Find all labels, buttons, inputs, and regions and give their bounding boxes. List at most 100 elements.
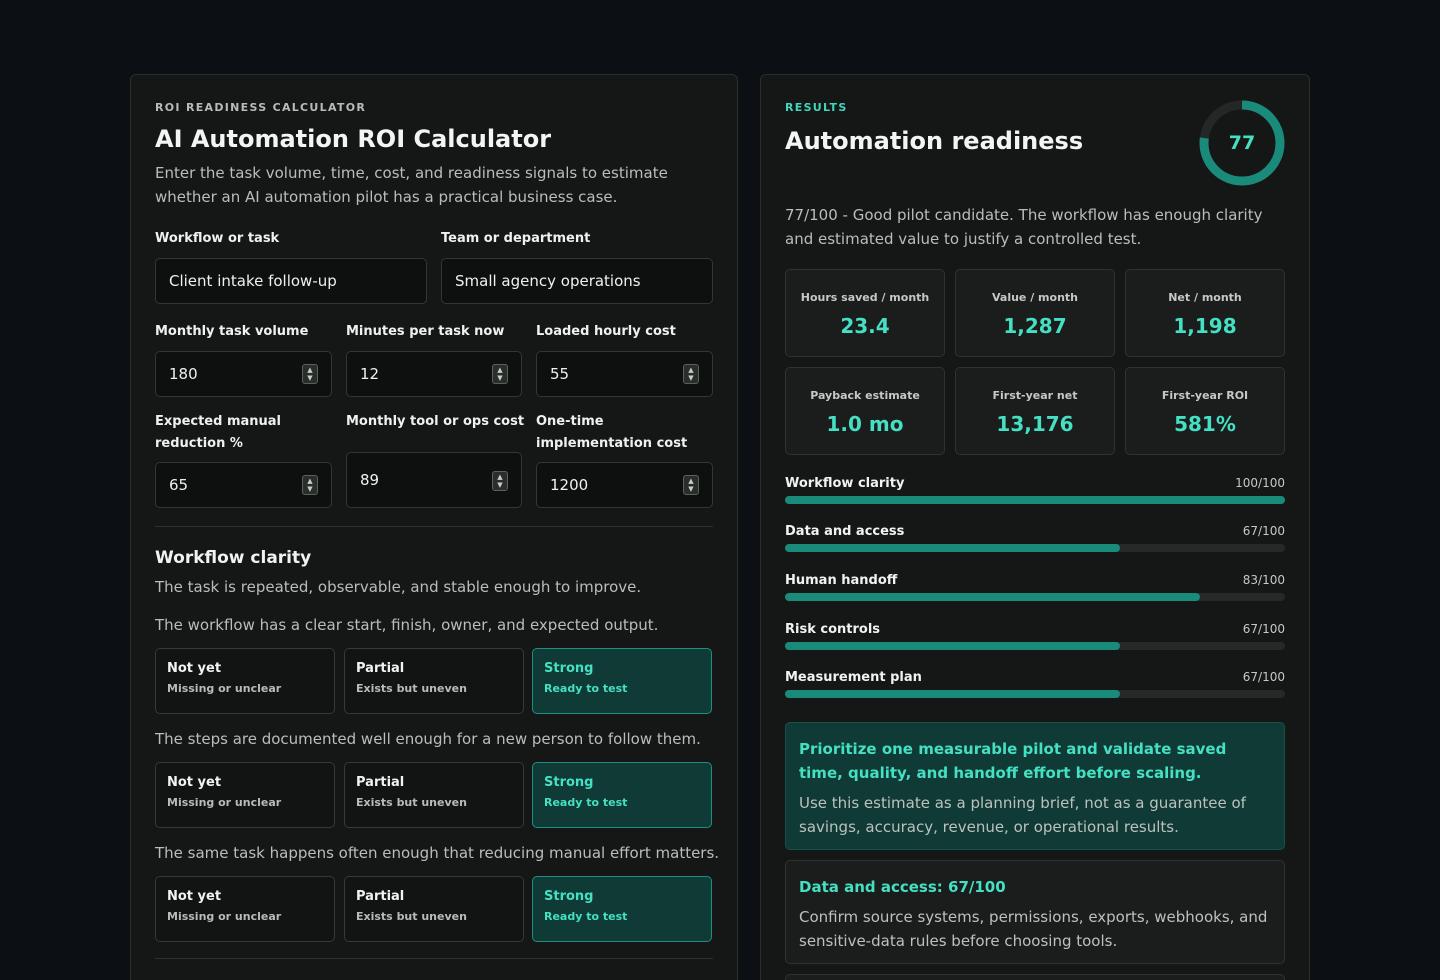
option-partial[interactable]: Partial Exists but uneven bbox=[344, 876, 524, 942]
results-eyebrow: RESULTS bbox=[785, 101, 848, 114]
gap-title: Data and access: 67/100 bbox=[799, 878, 1006, 896]
option-strong[interactable]: Strong Ready to test bbox=[532, 876, 712, 942]
volume-input[interactable]: 180 ▲ ▼ bbox=[155, 351, 332, 397]
metric-net-month: Net / month 1,198 bbox=[1125, 269, 1285, 357]
metric-hours-saved: Hours saved / month 23.4 bbox=[785, 269, 945, 357]
score-row-human-handoff: Human handoff 83/100 bbox=[785, 573, 1285, 601]
stepper-icon[interactable]: ▲ ▼ bbox=[683, 364, 699, 384]
divider bbox=[155, 958, 713, 959]
recommendation-body: Use this estimate as a planning brief, n… bbox=[799, 794, 1246, 836]
toolcost-input[interactable]: 89 ▲ ▼ bbox=[346, 452, 522, 508]
metric-first-year-net: First-year net 13,176 bbox=[955, 367, 1115, 455]
metric-label: Hours saved / month bbox=[800, 291, 930, 304]
volume-label: Monthly task volume bbox=[155, 324, 309, 339]
metric-first-year-roi: First-year ROI 581% bbox=[1125, 367, 1285, 455]
option-subtitle: Ready to test bbox=[544, 910, 628, 923]
option-title: Strong bbox=[544, 889, 594, 904]
minutes-input[interactable]: 12 ▲ ▼ bbox=[346, 351, 522, 397]
metric-value: 1,198 bbox=[1173, 314, 1237, 338]
score-label: Human handoff bbox=[785, 573, 898, 588]
option-title: Strong bbox=[544, 775, 594, 790]
calculator-eyebrow: ROI READINESS CALCULATOR bbox=[155, 101, 367, 114]
onetime-input[interactable]: 1200 ▲ ▼ bbox=[536, 462, 713, 508]
score-track bbox=[785, 544, 1285, 552]
metric-value: 1,287 bbox=[1003, 314, 1067, 338]
minutes-label: Minutes per task now bbox=[346, 324, 505, 339]
next-callout bbox=[785, 974, 1285, 980]
option-partial[interactable]: Partial Exists but uneven bbox=[344, 762, 524, 828]
onetime-input-value: 1200 bbox=[550, 476, 589, 494]
score-row-risk-controls: Risk controls 67/100 bbox=[785, 622, 1285, 650]
team-label: Team or department bbox=[441, 231, 591, 246]
option-strong[interactable]: Strong Ready to test bbox=[532, 648, 712, 714]
score-ring-arc bbox=[1199, 100, 1285, 186]
toolcost-label: Monthly tool or ops cost bbox=[346, 414, 525, 429]
score-ring: 77 bbox=[1198, 99, 1286, 187]
option-subtitle: Missing or unclear bbox=[167, 682, 282, 695]
toolcost-input-value: 89 bbox=[360, 471, 380, 489]
section-title: Workflow clarity bbox=[155, 548, 312, 568]
team-input[interactable]: Small agency operations bbox=[441, 258, 713, 304]
hourly-input-value: 55 bbox=[550, 365, 570, 383]
option-not-yet[interactable]: Not yet Missing or unclear bbox=[155, 762, 335, 828]
option-not-yet[interactable]: Not yet Missing or unclear bbox=[155, 648, 335, 714]
score-track bbox=[785, 593, 1285, 601]
option-title: Partial bbox=[356, 775, 405, 790]
reduction-input[interactable]: 65 ▲ ▼ bbox=[155, 462, 332, 508]
option-title: Strong bbox=[544, 661, 594, 676]
option-title: Not yet bbox=[167, 775, 222, 790]
stepper-icon[interactable]: ▲ ▼ bbox=[492, 471, 508, 491]
onetime-label: One-time implementation cost bbox=[536, 414, 688, 451]
score-value: 77 bbox=[1228, 132, 1256, 154]
workflow-input-value: Client intake follow-up bbox=[169, 272, 337, 290]
stepper-icon[interactable]: ▲ ▼ bbox=[302, 475, 318, 495]
hourly-input[interactable]: 55 ▲ ▼ bbox=[536, 351, 713, 397]
score-row-measurement-plan: Measurement plan 67/100 bbox=[785, 670, 1285, 698]
team-input-value: Small agency operations bbox=[455, 272, 641, 290]
stepper-icon[interactable]: ▲ ▼ bbox=[492, 364, 508, 384]
reduction-input-value: 65 bbox=[169, 476, 189, 494]
stepper-icon[interactable]: ▲ ▼ bbox=[302, 364, 318, 384]
option-subtitle: Exists but uneven bbox=[356, 910, 467, 923]
score-display: 100/100 bbox=[1235, 476, 1285, 490]
metric-payback: Payback estimate 1.0 mo bbox=[785, 367, 945, 455]
score-display: 83/100 bbox=[1242, 573, 1285, 587]
metric-label: First-year net bbox=[992, 389, 1078, 402]
section-description: The task is repeated, observable, and st… bbox=[155, 578, 642, 596]
option-title: Partial bbox=[356, 661, 405, 676]
option-subtitle: Missing or unclear bbox=[167, 910, 282, 923]
option-title: Not yet bbox=[167, 661, 222, 676]
score-row-workflow-clarity: Workflow clarity 100/100 bbox=[785, 476, 1285, 504]
score-fill bbox=[785, 544, 1120, 552]
option-not-yet[interactable]: Not yet Missing or unclear bbox=[155, 876, 335, 942]
metric-value: 23.4 bbox=[840, 314, 890, 338]
score-display: 67/100 bbox=[1242, 622, 1285, 636]
option-partial[interactable]: Partial Exists but uneven bbox=[344, 648, 524, 714]
score-summary: 77/100 - Good pilot candidate. The workf… bbox=[785, 206, 1263, 248]
minutes-input-value: 12 bbox=[360, 365, 380, 383]
hourly-label: Loaded hourly cost bbox=[536, 324, 676, 339]
calculator-description: Enter the task volume, time, cost, and r… bbox=[155, 164, 668, 206]
gap-callout: Data and access: 67/100 Confirm source s… bbox=[785, 860, 1285, 964]
option-title: Partial bbox=[356, 889, 405, 904]
option-subtitle: Exists but uneven bbox=[356, 796, 467, 809]
question-2: The steps are documented well enough for… bbox=[155, 730, 701, 748]
score-fill bbox=[785, 496, 1285, 504]
score-fill bbox=[785, 690, 1120, 698]
stepper-icon[interactable]: ▲ ▼ bbox=[683, 475, 699, 495]
metric-label: Net / month bbox=[1168, 291, 1242, 304]
workflow-label: Workflow or task bbox=[155, 231, 280, 246]
question-1: The workflow has a clear start, finish, … bbox=[155, 616, 659, 634]
metric-label: Payback estimate bbox=[810, 389, 920, 402]
calculator-panel: ROI READINESS CALCULATOR AI Automation R… bbox=[130, 74, 738, 980]
score-label: Measurement plan bbox=[785, 670, 922, 685]
workflow-input[interactable]: Client intake follow-up bbox=[155, 258, 427, 304]
score-fill bbox=[785, 642, 1120, 650]
option-strong[interactable]: Strong Ready to test bbox=[532, 762, 712, 828]
score-display: 67/100 bbox=[1242, 670, 1285, 684]
results-title: Automation readiness bbox=[785, 127, 1084, 155]
score-label: Workflow clarity bbox=[785, 476, 905, 491]
recommendation-title: Prioritize one measurable pilot and vali… bbox=[799, 740, 1227, 782]
question-3: The same task happens often enough that … bbox=[155, 844, 720, 862]
metric-label: First-year ROI bbox=[1161, 389, 1249, 402]
